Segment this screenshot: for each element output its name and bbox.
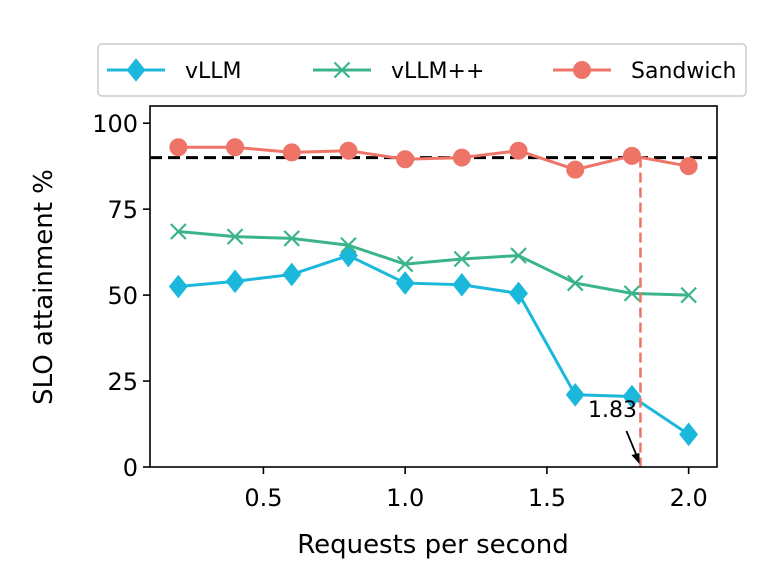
point-vllm-4 [395,271,415,295]
point-vllm-0 [168,274,188,299]
legend-item-vllmplusplus: vLLM++ [313,59,484,84]
point-vllm-1 [225,269,245,294]
legend-item-sandwich: Sandwich [553,59,737,84]
point-vllm-7 [565,382,585,407]
point-vllmplusplus-6 [510,247,527,264]
legend-marker-vllmplusplus [333,61,351,79]
point-vllmplusplus-7-stroke-b [566,274,584,292]
plot-frame [149,105,718,468]
series-line-sandwich [178,145,689,172]
point-sandwich-6 [509,141,528,160]
point-sandwich-5 [452,148,471,167]
legend-label-vllm: vLLM [185,59,242,84]
legend-marker-sandwich [573,61,591,79]
point-vllmplusplus-7 [566,274,584,292]
y-tick-label: 100 [92,110,138,138]
annotation-label: 1.83 [588,398,637,423]
x-tick-label: 0.5 [244,484,282,512]
y-tick-label: 25 [107,368,138,396]
point-vllmplusplus-5 [453,250,471,268]
legend-label-sandwich: Sandwich [631,59,737,84]
point-vllmplusplus-2-stroke-b [283,230,301,247]
point-vllm-2 [282,262,302,287]
annotation-arrow-head [631,453,640,464]
point-vllm-6 [509,281,528,306]
x-tick-label: 2.0 [670,484,708,512]
series-line-vllm [178,254,690,436]
point-vllmplusplus-9 [680,286,697,304]
legend-label-vllmplusplus: vLLM++ [391,59,484,84]
legend-marker-vllm [126,58,146,82]
point-sandwich-7 [566,160,585,179]
legend-box [97,43,747,97]
legend-item-vllm: vLLM [107,58,242,84]
y-tick-label: 50 [107,282,138,310]
point-sandwich-8 [622,146,641,165]
point-sandwich-2 [282,143,301,162]
point-sandwich-9 [679,157,698,176]
point-vllmplusplus-5-stroke-b [453,250,471,268]
x-axis-label: Requests per second [297,530,569,560]
point-vllmplusplus-3 [340,236,357,254]
point-vllm-8 [622,384,642,409]
point-vllmplusplus-0 [170,223,187,240]
point-vllmplusplus-6-stroke-b [510,247,527,264]
point-vllmplusplus-4-stroke-b [396,255,414,273]
point-sandwich-4 [396,150,415,169]
point-vllm-5 [452,272,472,297]
point-vllmplusplus-4 [396,255,414,273]
point-vllmplusplus-3-stroke-b [340,236,357,254]
legend-marker-vllmplusplus-stroke-b [333,61,351,79]
point-vllm-9 [679,422,699,447]
point-vllmplusplus-8 [623,285,641,302]
point-vllmplusplus-2 [283,230,301,247]
point-sandwich-3 [339,141,358,160]
x-tick-label: 1.0 [386,484,424,512]
point-vllmplusplus-0-stroke-b [170,223,187,240]
legend: vLLM vLLM++ Sandwich [97,43,747,97]
y-tick-label: 0 [123,454,138,482]
x-tick-label: 1.5 [528,484,566,512]
point-vllmplusplus-1 [226,228,244,245]
y-tick-label: 75 [107,196,138,224]
point-vllmplusplus-8-stroke-b [623,285,641,302]
point-sandwich-0 [169,138,188,157]
point-vllmplusplus-1-stroke-b [226,228,244,245]
series-line-vllmplusplus [178,229,689,297]
point-sandwich-1 [226,138,245,157]
y-axis-label: SLO attainment % [29,169,59,405]
point-vllmplusplus-9-stroke-b [680,286,697,304]
